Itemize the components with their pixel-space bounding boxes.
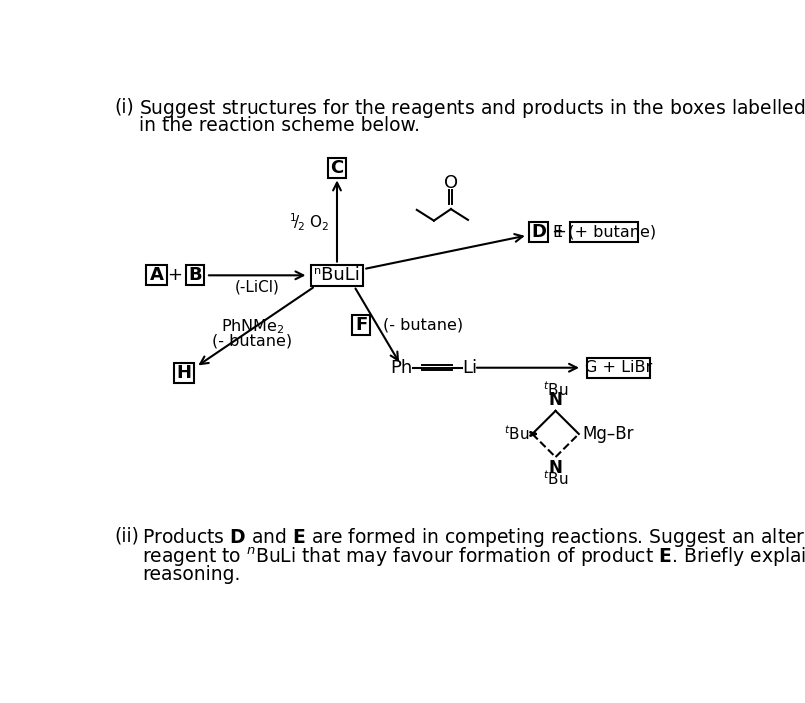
Text: reasoning.: reasoning.: [142, 565, 241, 583]
Text: G + LiBr: G + LiBr: [584, 360, 652, 375]
Bar: [570, 222, 638, 243]
Text: F: F: [355, 316, 367, 335]
Text: (ii): (ii): [114, 527, 139, 546]
Bar: [174, 363, 194, 383]
Text: C: C: [330, 158, 344, 176]
Text: (- butane): (- butane): [382, 318, 463, 333]
Text: E (+ butane): E (+ butane): [553, 225, 656, 240]
Text: Mg–Br: Mg–Br: [583, 425, 634, 443]
Text: $^t$Bu: $^t$Bu: [543, 470, 568, 488]
Text: N: N: [549, 391, 563, 408]
Text: $^t$Bu: $^t$Bu: [543, 380, 568, 399]
Text: O: O: [444, 174, 458, 192]
Text: in the reaction scheme below.: in the reaction scheme below.: [139, 116, 420, 135]
Bar: [328, 157, 346, 178]
Text: (-LiCl): (-LiCl): [235, 279, 279, 294]
Bar: [147, 265, 167, 285]
Text: N: N: [549, 459, 563, 477]
Text: reagent to $^n$BuLi that may favour formation of product $\mathbf{E}$. Briefly e: reagent to $^n$BuLi that may favour form…: [142, 546, 805, 569]
Text: Suggest structures for the reagents and products in the boxes labelled $\mathbf{: Suggest structures for the reagents and …: [139, 98, 805, 120]
Bar: [529, 222, 547, 243]
Text: $^{1}\!/_{\!2}$ O$_2$: $^{1}\!/_{\!2}$ O$_2$: [289, 212, 329, 233]
Text: (i): (i): [114, 98, 134, 117]
Text: $^t$Bu: $^t$Bu: [504, 425, 529, 444]
Text: A: A: [150, 266, 163, 284]
Text: PhNMe$_2$: PhNMe$_2$: [221, 318, 284, 336]
Text: Li: Li: [463, 359, 477, 377]
Text: B: B: [188, 266, 202, 284]
Text: +: +: [551, 223, 566, 241]
Text: H: H: [177, 364, 192, 382]
Bar: [186, 265, 204, 285]
Text: Products $\mathbf{D}$ and $\mathbf{E}$ are formed in competing reactions. Sugges: Products $\mathbf{D}$ and $\mathbf{E}$ a…: [142, 527, 805, 549]
Text: D: D: [531, 223, 546, 241]
Bar: [352, 316, 370, 335]
Text: (- butane): (- butane): [213, 333, 292, 348]
Text: Ph: Ph: [390, 359, 412, 377]
Text: ⁿBuLi: ⁿBuLi: [314, 266, 360, 284]
Bar: [311, 264, 363, 286]
Bar: [587, 358, 650, 378]
Text: + 2: + 2: [168, 266, 200, 284]
